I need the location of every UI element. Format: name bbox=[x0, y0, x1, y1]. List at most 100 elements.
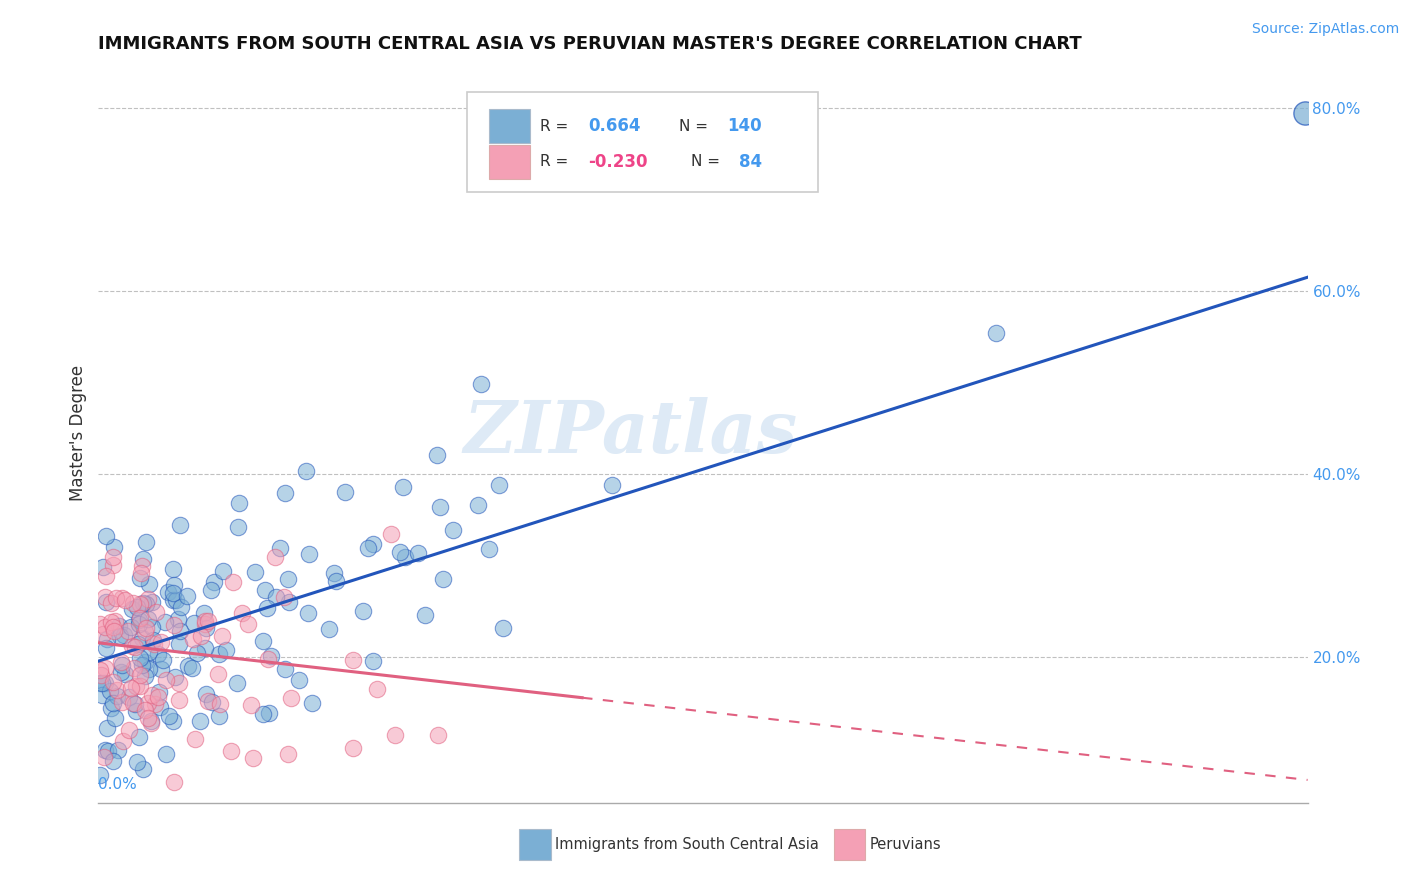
Point bbox=[212, 564, 235, 578]
Point bbox=[128, 730, 150, 744]
Point bbox=[277, 747, 299, 761]
Point bbox=[138, 645, 160, 659]
Point bbox=[333, 485, 356, 500]
Point bbox=[132, 762, 155, 776]
Point bbox=[478, 542, 501, 557]
Point bbox=[384, 728, 406, 742]
Point bbox=[148, 685, 170, 699]
Point bbox=[97, 744, 120, 758]
Point bbox=[100, 700, 122, 714]
Point bbox=[101, 754, 124, 768]
Point bbox=[325, 574, 347, 588]
Point bbox=[273, 662, 295, 676]
Point bbox=[136, 612, 159, 626]
Point bbox=[165, 593, 187, 607]
Point bbox=[259, 706, 281, 720]
FancyBboxPatch shape bbox=[467, 92, 818, 192]
Text: 140: 140 bbox=[727, 117, 762, 135]
Point bbox=[98, 683, 121, 698]
Point bbox=[181, 661, 204, 675]
Point bbox=[103, 540, 125, 554]
Point bbox=[181, 632, 204, 646]
Point bbox=[103, 549, 125, 564]
Point bbox=[131, 596, 153, 610]
Point bbox=[280, 691, 302, 706]
Point bbox=[145, 605, 167, 619]
Point bbox=[101, 620, 124, 634]
Point bbox=[163, 617, 186, 632]
Point bbox=[93, 750, 115, 764]
Point bbox=[142, 637, 165, 651]
Point bbox=[366, 682, 388, 697]
Point bbox=[243, 566, 266, 580]
Point bbox=[104, 591, 127, 606]
Point bbox=[112, 628, 135, 642]
Point bbox=[228, 496, 250, 510]
Point bbox=[138, 662, 160, 676]
Point bbox=[194, 614, 217, 628]
Text: Source: ZipAtlas.com: Source: ZipAtlas.com bbox=[1251, 22, 1399, 37]
Point bbox=[256, 601, 278, 615]
Text: Peruvians: Peruvians bbox=[870, 837, 942, 852]
Point bbox=[301, 697, 323, 711]
Point bbox=[131, 558, 153, 573]
Point bbox=[155, 747, 177, 761]
Point bbox=[105, 689, 128, 703]
Point bbox=[167, 612, 190, 626]
Point bbox=[429, 500, 451, 515]
Point bbox=[257, 652, 280, 666]
Point bbox=[122, 696, 145, 710]
Point bbox=[96, 569, 118, 583]
Point bbox=[273, 591, 295, 605]
Text: 84: 84 bbox=[740, 153, 762, 170]
Point bbox=[201, 695, 224, 709]
Point bbox=[394, 550, 416, 565]
Point bbox=[89, 676, 111, 690]
Point bbox=[152, 653, 174, 667]
Point bbox=[125, 679, 148, 693]
Point bbox=[193, 617, 215, 632]
Point bbox=[103, 558, 125, 572]
Point bbox=[94, 620, 117, 634]
Point bbox=[186, 646, 208, 660]
Point bbox=[197, 614, 219, 628]
Point bbox=[600, 477, 623, 491]
Point bbox=[222, 574, 245, 589]
FancyBboxPatch shape bbox=[834, 829, 865, 860]
Point bbox=[225, 675, 247, 690]
Text: R =: R = bbox=[540, 154, 572, 169]
Point bbox=[135, 621, 157, 635]
Point bbox=[105, 683, 128, 698]
Point bbox=[93, 560, 115, 574]
Point bbox=[142, 633, 165, 648]
Point bbox=[380, 527, 402, 541]
Point bbox=[488, 478, 510, 492]
Point bbox=[129, 598, 152, 612]
Point bbox=[125, 704, 148, 718]
Point bbox=[188, 714, 211, 728]
Point bbox=[139, 715, 162, 730]
Point bbox=[110, 665, 132, 679]
Point bbox=[215, 642, 238, 657]
Point bbox=[209, 697, 232, 711]
Point bbox=[129, 668, 152, 682]
Point bbox=[114, 593, 136, 607]
Point bbox=[264, 590, 287, 604]
Point bbox=[136, 591, 159, 606]
Point bbox=[163, 578, 186, 592]
Point bbox=[208, 647, 231, 661]
Point bbox=[146, 647, 169, 661]
Point bbox=[108, 618, 131, 632]
Point bbox=[297, 606, 319, 620]
Point bbox=[269, 541, 291, 556]
Point bbox=[208, 709, 231, 723]
Point bbox=[193, 606, 215, 620]
Point bbox=[91, 688, 114, 702]
Point bbox=[90, 667, 112, 681]
Point bbox=[120, 681, 142, 695]
Point bbox=[162, 585, 184, 599]
Text: Immigrants from South Central Asia: Immigrants from South Central Asia bbox=[555, 837, 820, 852]
Point bbox=[114, 666, 136, 681]
Point bbox=[94, 661, 117, 675]
Point bbox=[89, 768, 111, 782]
